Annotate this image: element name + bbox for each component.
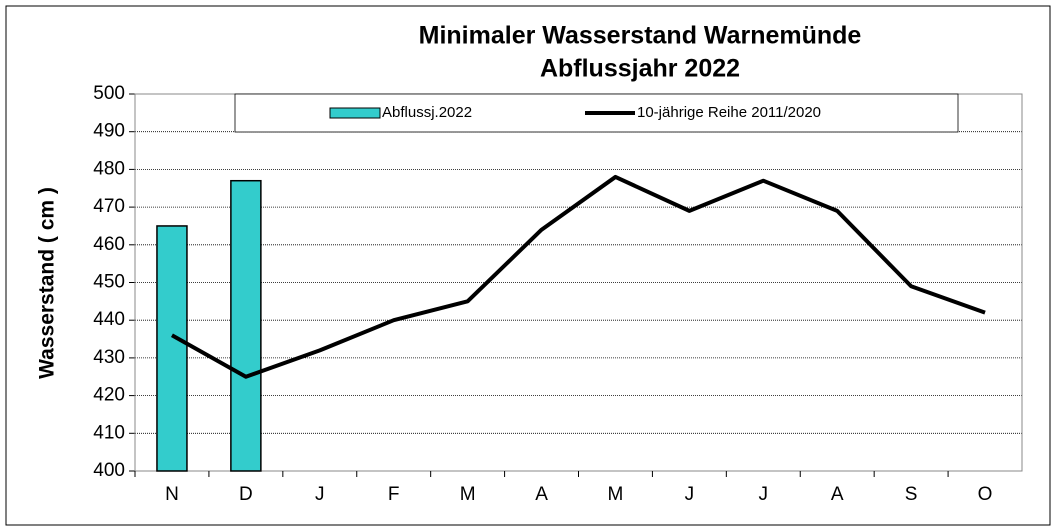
chart-title: Minimaler Wasserstand Warnemünde: [419, 22, 862, 50]
chart-subtitle: Abflussjahr 2022: [540, 55, 740, 83]
y-tick-label: 430: [93, 347, 125, 368]
y-tick-label: 470: [93, 196, 125, 217]
bar: [230, 179, 262, 472]
y-tick-label: 450: [93, 272, 125, 293]
legend-label: Abflussj.2022: [382, 104, 472, 121]
x-tick-label: D: [239, 484, 253, 505]
line: [170, 174, 986, 379]
y-tick-label: 400: [93, 460, 125, 481]
legend-swatch: [329, 107, 381, 119]
x-tick-label: S: [905, 484, 918, 505]
y-tick-label: 420: [93, 385, 125, 406]
x-tick-label: N: [165, 484, 179, 505]
y-tick-label: 500: [93, 83, 125, 104]
y-tick-label: 460: [93, 234, 125, 255]
x-tick-label: J: [315, 484, 325, 505]
bar: [156, 225, 188, 472]
plot-area: [135, 94, 1022, 471]
x-tick-label: M: [608, 484, 624, 505]
x-tick-label: J: [759, 484, 769, 505]
x-tick-label: M: [460, 484, 476, 505]
y-axis-label: Wasserstand ( cm ): [36, 187, 59, 379]
x-tick-label: J: [685, 484, 695, 505]
x-tick-label: A: [535, 484, 548, 505]
legend-label: 10-jährige Reihe 2011/2020: [637, 104, 821, 121]
x-tick-label: F: [388, 484, 400, 505]
x-tick-label: O: [978, 484, 993, 505]
y-tick-label: 490: [93, 121, 125, 142]
y-tick-label: 440: [93, 309, 125, 330]
y-tick-label: 410: [93, 422, 125, 443]
x-tick-label: A: [831, 484, 844, 505]
y-tick-label: 480: [93, 158, 125, 179]
